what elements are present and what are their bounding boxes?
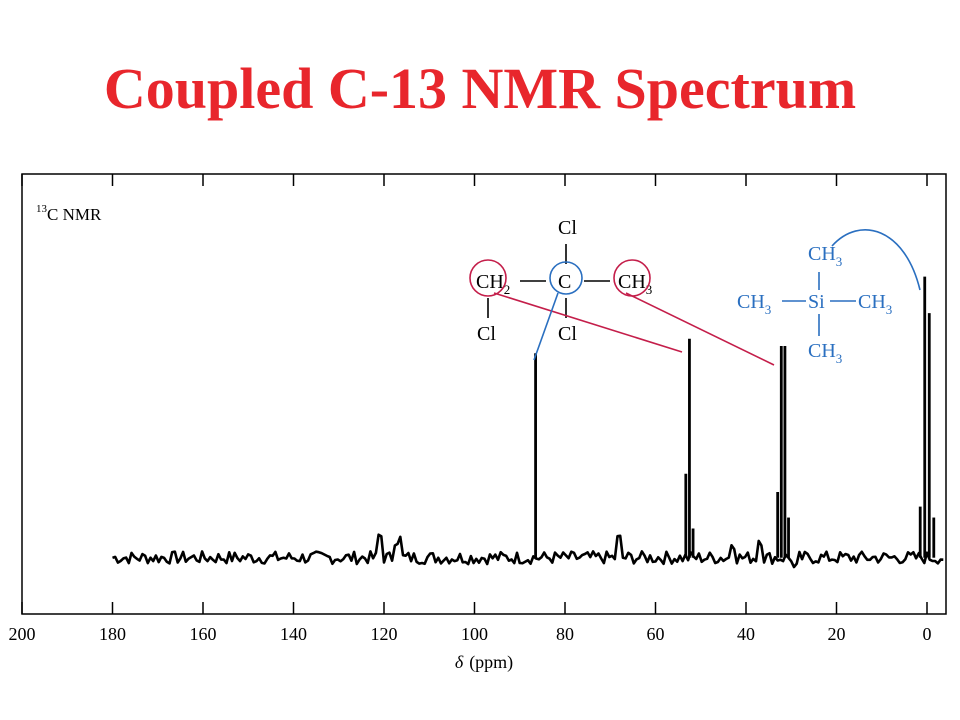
c-highlight-circle [549,261,583,295]
atom-cl-top: Cl [558,217,577,239]
ch2-connector-line [493,292,683,353]
tms-structure: CH3 CH3 Si CH3 CH3 [737,229,921,366]
x-axis-ticks [21,174,928,614]
tms-ch3-top: CH3 [808,243,842,269]
x-axis-label-unit: (ppm) [469,652,513,673]
x-axis-label-symbol: δ [455,652,464,672]
atom-cl-left: Cl [477,323,496,345]
atom-ch2-label: CH [476,271,504,293]
tms-ch3-left-subscript: 3 [765,302,772,317]
page-title: Coupled C-13 NMR Spectrum [103,56,857,121]
atom-cl-bottom: Cl [558,323,577,345]
sample-structure: Cl CH2 C CH3 Cl Cl [469,217,775,366]
tms-ch3-bottom: CH3 [808,340,842,366]
atom-ch2-subscript: 2 [504,282,511,297]
plot-frame [21,173,947,615]
atom-ch2: CH2 [476,271,510,297]
tms-ch3-top-subscript: 3 [836,254,843,269]
tms-ch3-right-label: CH [858,291,886,313]
atom-c: C [558,271,571,293]
atom-ch3: CH3 [618,271,652,297]
nmr-type-label: C NMR [47,205,102,224]
tms-ch3-left: CH3 [737,291,771,317]
tms-si: Si [808,291,825,313]
x-tick-label-120: 120 [371,624,398,644]
c-connector-line [533,292,559,361]
x-tick-label-20: 20 [828,624,846,644]
x-axis-tick-labels: 200 180 160 140 120 100 80 60 40 20 0 [9,624,932,644]
x-tick-label-160: 160 [190,624,217,644]
tms-ch3-bottom-label: CH [808,340,836,362]
x-tick-label-180: 180 [99,624,126,644]
spectrum-peaks [534,276,936,558]
ch3-connector-line [625,292,775,366]
x-tick-label-100: 100 [461,624,488,644]
nmr-type-annotation: 13C NMR [36,203,102,224]
nmr-isotope-superscript: 13 [36,203,48,215]
atom-ch3-subscript: 3 [646,282,653,297]
x-tick-label-80: 80 [556,624,574,644]
tms-ch3-bottom-subscript: 3 [836,351,843,366]
tms-ch3-right-subscript: 3 [886,302,893,317]
x-tick-label-60: 60 [647,624,665,644]
atom-ch3-label: CH [618,271,646,293]
x-tick-label-140: 140 [280,624,307,644]
x-tick-label-0: 0 [923,624,932,644]
tms-connector-arc [831,229,921,291]
tms-ch3-right: CH3 [858,291,892,317]
ch2-highlight-circle [469,259,507,297]
x-tick-label-200: 200 [9,624,36,644]
x-tick-label-40: 40 [737,624,755,644]
x-axis-label: δ (ppm) [455,652,513,673]
tms-ch3-top-label: CH [808,243,836,265]
spectrum-baseline [112,533,944,569]
tms-ch3-left-label: CH [737,291,765,313]
